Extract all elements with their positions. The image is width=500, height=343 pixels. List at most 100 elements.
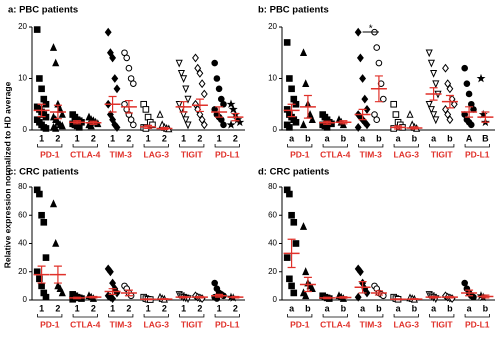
error-bar	[215, 293, 224, 298]
data-point	[123, 54, 131, 62]
data-point	[373, 116, 381, 123]
subgroup-label: 1	[146, 303, 151, 313]
group-bracket	[287, 144, 313, 148]
error-bar	[179, 295, 188, 299]
group-label: CTLA-4	[70, 149, 100, 159]
data-point	[354, 27, 362, 37]
subgroup-label: a	[289, 133, 295, 143]
data-point	[33, 26, 41, 33]
data-point	[184, 121, 192, 130]
panel-title: a: PBC patients	[8, 5, 78, 16]
subgroup-label: 2	[162, 133, 167, 143]
error-bar	[89, 120, 98, 125]
error-bar	[231, 112, 240, 122]
subgroup-label: 1	[75, 133, 80, 143]
data-point	[450, 99, 458, 109]
data-point	[192, 53, 199, 63]
data-point	[292, 240, 300, 247]
subgroup-label: b	[412, 303, 418, 313]
data-point	[302, 267, 310, 276]
subgroup-label: a	[289, 303, 295, 313]
error-bar	[160, 298, 169, 301]
subgroup-label: 1	[217, 303, 222, 313]
subgroup-label: a	[325, 133, 331, 143]
data-point	[359, 74, 367, 83]
data-point	[430, 111, 438, 119]
data-point	[373, 44, 381, 51]
group-bracket	[179, 144, 205, 148]
significance-label: *	[369, 24, 373, 35]
group-label: PD-1	[40, 149, 60, 159]
group-bracket	[322, 144, 348, 148]
group-label: CTLA-4	[320, 149, 350, 159]
group-bracket	[143, 314, 169, 318]
data-point	[184, 95, 192, 104]
error-bar	[179, 101, 188, 113]
data-point	[49, 43, 58, 51]
y-tick-label: 20	[18, 267, 27, 276]
data-point	[442, 63, 449, 73]
data-point	[52, 58, 60, 67]
group-bracket	[143, 144, 169, 148]
group-bracket	[108, 144, 134, 148]
data-point	[106, 267, 114, 277]
data-point	[363, 104, 371, 114]
y-axis-label: Relative expression normalized to HD ave…	[2, 81, 12, 268]
data-point	[175, 101, 183, 109]
y-tick-label: 60	[18, 210, 27, 219]
group-label: TIM-3	[110, 319, 132, 329]
group-label: PD-L1	[465, 149, 490, 159]
error-bar	[410, 126, 419, 130]
error-bar	[465, 289, 474, 297]
data-point	[94, 119, 102, 128]
data-point	[283, 254, 291, 261]
data-point	[354, 292, 362, 302]
group-label: PD-L1	[215, 149, 240, 159]
data-point	[69, 295, 76, 303]
error-bar	[323, 120, 332, 125]
data-point	[200, 89, 208, 99]
subgroup-label: 1	[181, 133, 186, 143]
data-point	[286, 124, 293, 131]
error-bar	[339, 120, 348, 125]
error-bar	[108, 288, 117, 295]
error-bar	[394, 298, 403, 301]
subgroup-label: 2	[91, 303, 96, 313]
data-point	[58, 288, 66, 297]
data-point	[308, 115, 316, 123]
subgroup-label: a	[360, 133, 366, 143]
data-point	[40, 219, 48, 226]
data-point	[49, 199, 58, 208]
subgroup-label: b	[447, 303, 453, 313]
data-point	[220, 100, 227, 108]
data-point	[36, 75, 43, 82]
data-point	[463, 80, 471, 87]
data-point	[425, 101, 433, 109]
data-point	[52, 124, 60, 132]
data-point	[390, 100, 397, 108]
group-bracket	[322, 314, 348, 318]
subgroup-label: 2	[233, 133, 238, 143]
error-bar	[144, 298, 153, 301]
y-tick-label: 60	[268, 210, 277, 219]
data-point	[175, 59, 183, 68]
data-point	[302, 79, 310, 87]
y-tick-label: 20	[18, 22, 27, 31]
error-bar	[445, 94, 454, 109]
subgroup-label: 2	[126, 303, 131, 313]
data-point	[113, 122, 121, 132]
subgroup-label: a	[431, 303, 437, 313]
data-point	[198, 79, 206, 89]
group-label: TIGIT	[431, 149, 454, 159]
y-tick-label: 80	[18, 182, 27, 191]
error-bar	[465, 106, 474, 118]
group-bracket	[108, 314, 134, 318]
panel-title: c: CRC patients	[8, 167, 79, 178]
group-label: TIM-3	[360, 319, 382, 329]
error-bar	[53, 265, 62, 284]
data-point	[211, 279, 218, 287]
subgroup-label: 2	[197, 133, 202, 143]
data-point	[87, 121, 95, 130]
data-point	[38, 85, 45, 93]
data-point	[56, 284, 64, 292]
